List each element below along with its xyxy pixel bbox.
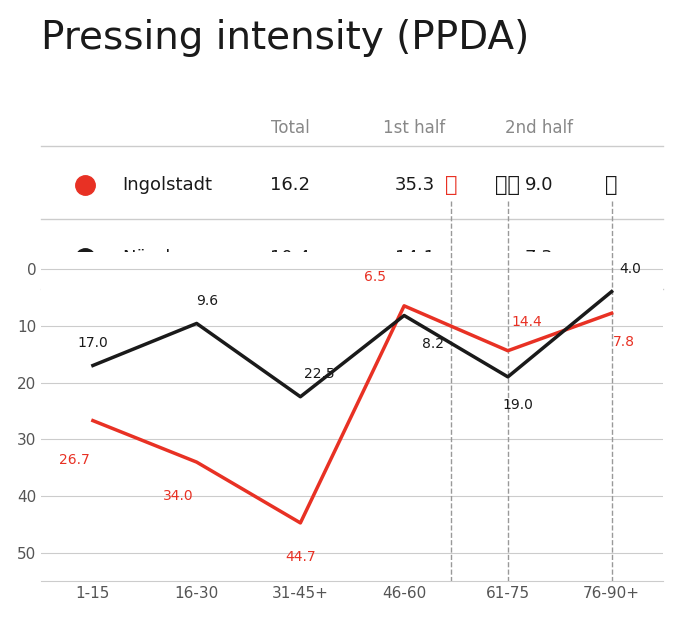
Text: 9.6: 9.6 (196, 294, 218, 308)
Text: 19.0: 19.0 (503, 398, 534, 412)
Text: ⚽⚽: ⚽⚽ (495, 175, 521, 195)
Text: ⚽: ⚽ (445, 175, 457, 195)
Text: 10.4: 10.4 (270, 248, 310, 267)
Text: 4.0: 4.0 (619, 262, 641, 276)
Text: 34.0: 34.0 (163, 489, 194, 503)
Text: 2nd half: 2nd half (505, 119, 573, 137)
Text: Nürnberg: Nürnberg (122, 248, 207, 267)
Text: 7.3: 7.3 (525, 248, 553, 267)
Text: Total: Total (271, 119, 309, 137)
Text: 9.0: 9.0 (525, 176, 553, 194)
Text: 8.2: 8.2 (422, 337, 444, 351)
Text: 6.5: 6.5 (364, 270, 386, 284)
Text: ⚽: ⚽ (605, 175, 618, 195)
Text: 16.2: 16.2 (270, 176, 310, 194)
Text: 14.4: 14.4 (511, 315, 542, 329)
Text: 14.1: 14.1 (395, 248, 434, 267)
Text: 44.7: 44.7 (285, 550, 316, 564)
Text: 35.3: 35.3 (395, 176, 434, 194)
Text: 7.8: 7.8 (613, 334, 635, 349)
Text: Pressing intensity (PPDA): Pressing intensity (PPDA) (41, 19, 529, 57)
Text: 22.5: 22.5 (304, 367, 334, 381)
Text: Ingolstadt: Ingolstadt (122, 176, 212, 194)
Text: 17.0: 17.0 (77, 336, 108, 349)
Text: 26.7: 26.7 (59, 453, 90, 468)
Text: 1st half: 1st half (383, 119, 446, 137)
